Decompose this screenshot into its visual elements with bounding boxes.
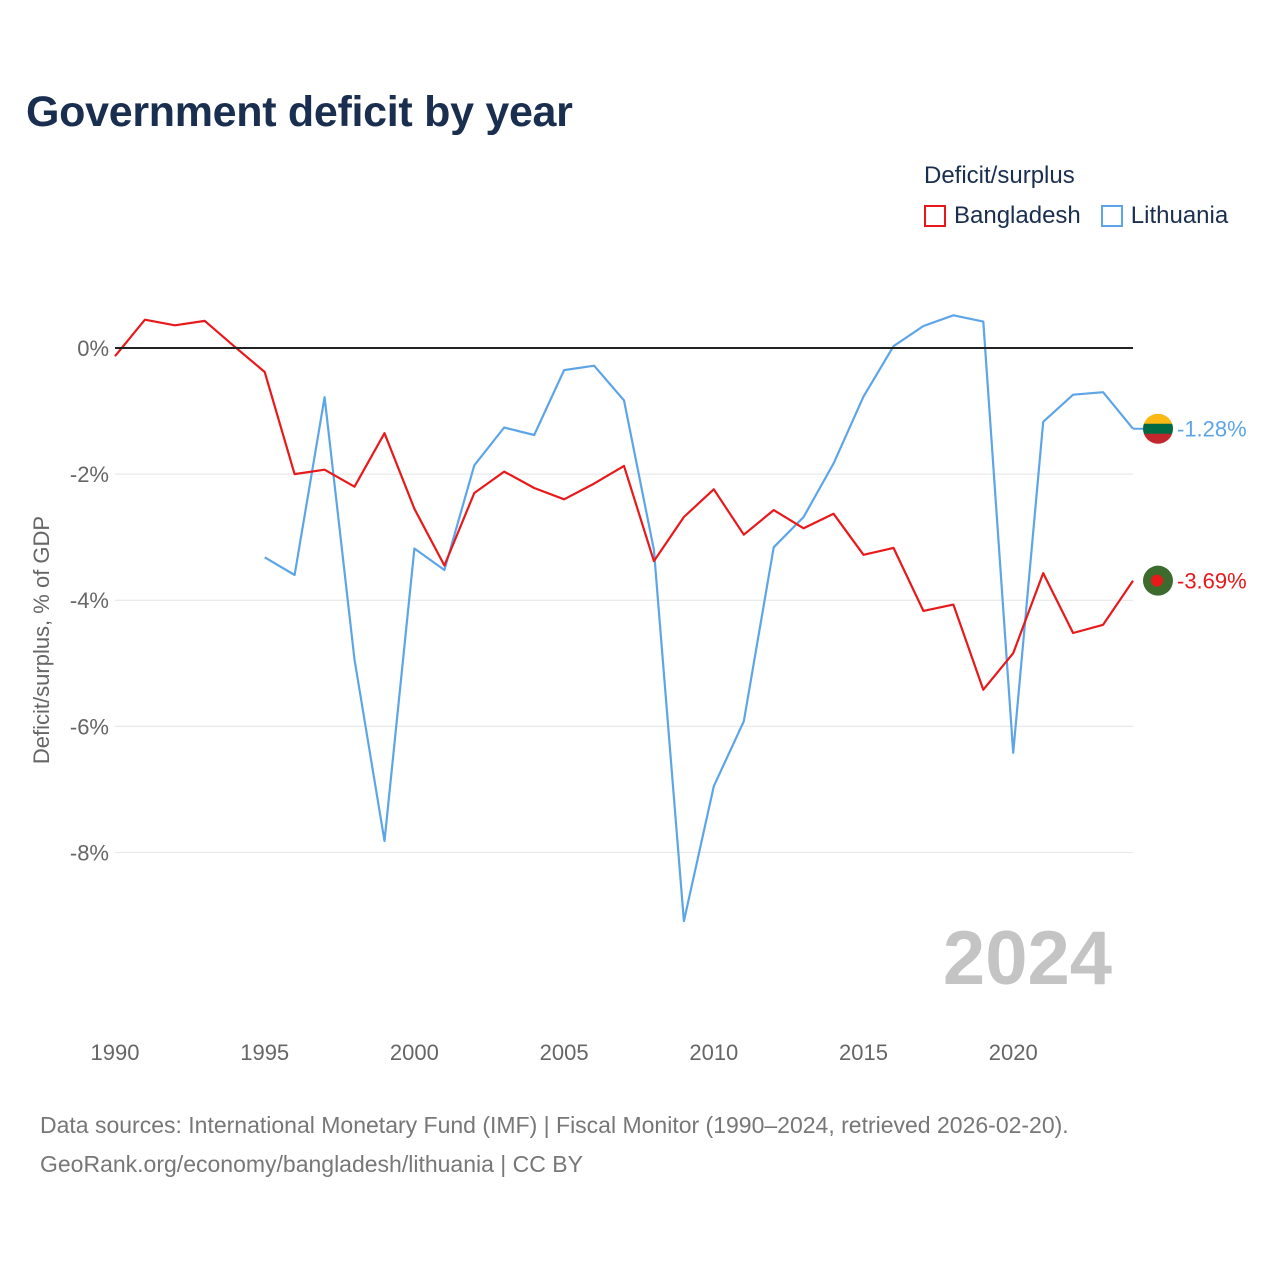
footer: Data sources: International Monetary Fun… [40,1106,1069,1184]
x-tick-label: 2000 [390,1040,439,1065]
end-label-lithuania: -1.28% [1177,417,1247,442]
legend: Deficit/surplus Bangladesh Lithuania [924,162,1228,230]
legend-label-bangladesh: Bangladesh [954,202,1081,229]
legend-swatch-lithuania [1100,205,1123,227]
bangladesh-flag-disc [1151,574,1163,587]
chart-title: Government deficit by year [26,88,573,136]
y-tick-label: -6% [70,714,109,739]
x-tick-label: 2005 [540,1040,589,1065]
data-sources: Data sources: International Monetary Fun… [40,1112,1069,1138]
legend-title: Deficit/surplus [924,162,1075,189]
x-tick-label: 2020 [989,1040,1038,1065]
series-line-bangladesh [114,318,1134,691]
y-tick-label: -4% [70,588,109,613]
credit-link[interactable]: GeoRank.org/economy/bangladesh/lithuania… [40,1151,583,1177]
series-line-lithuania [264,314,1134,923]
x-tick-label: 1990 [91,1040,140,1065]
x-tick-label: 2010 [689,1040,738,1065]
end-label-bangladesh: -3.69% [1177,569,1247,594]
y-tick-label: -2% [70,462,109,487]
legend-item-bangladesh[interactable]: Bangladesh [924,202,1081,230]
x-tick-label: 2015 [839,1040,888,1065]
x-tick-label: 1995 [240,1040,289,1065]
y-tick-label: -8% [70,840,109,865]
lithuania-flag-icon [1143,413,1173,444]
year-watermark: 2024 [943,916,1112,1001]
legend-item-lithuania[interactable]: Lithuania [1100,202,1229,230]
legend-label-lithuania: Lithuania [1130,202,1229,229]
legend-swatch-bangladesh [924,205,946,227]
y-tick-label: 0% [77,336,109,361]
